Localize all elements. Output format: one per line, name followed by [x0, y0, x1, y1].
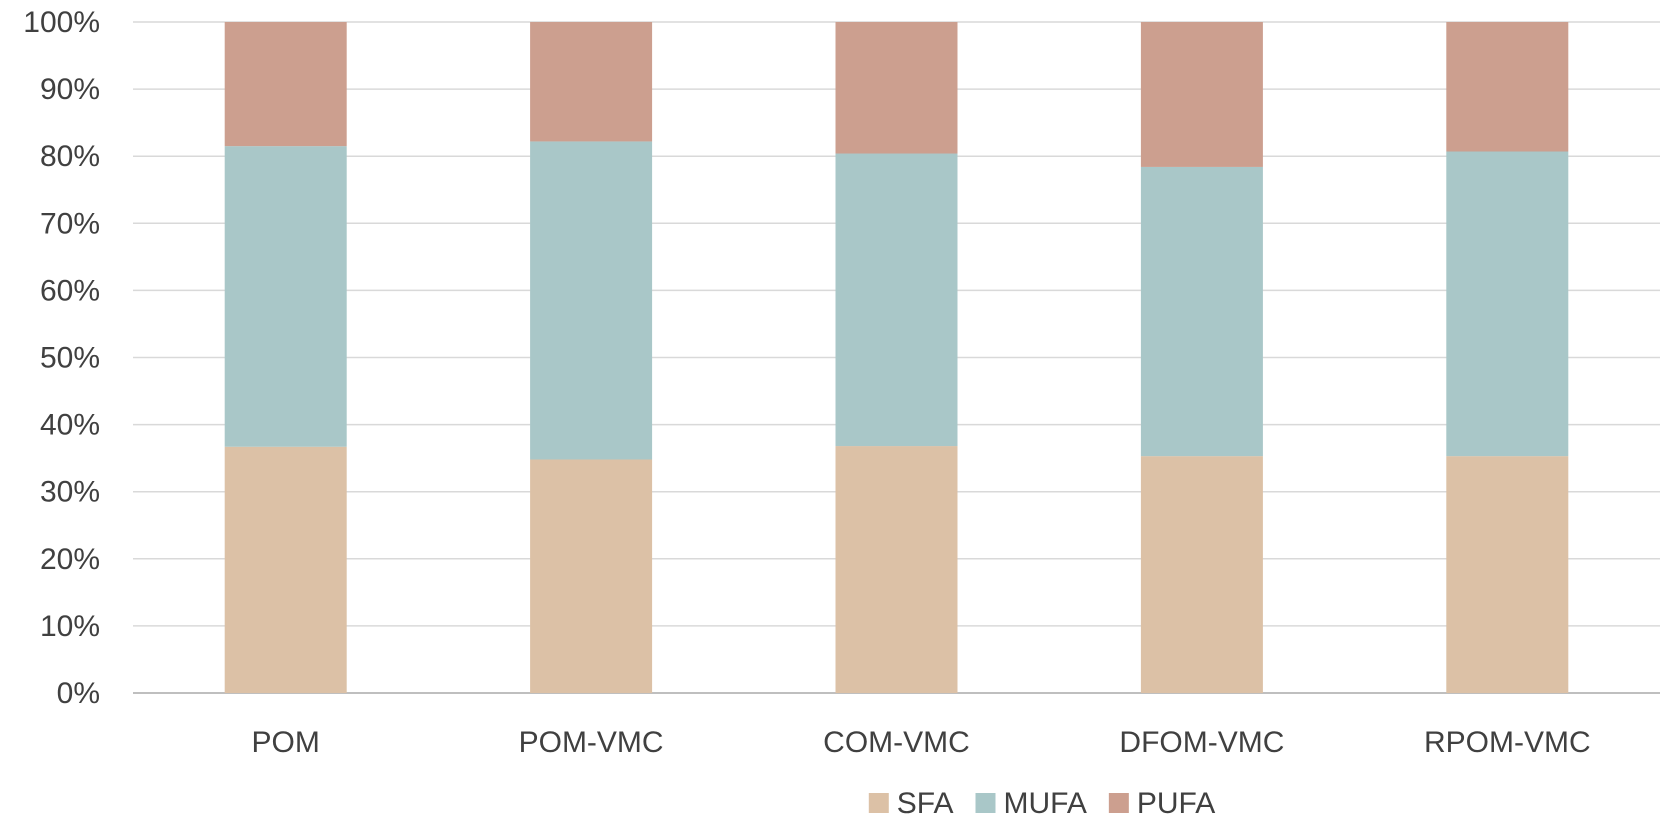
y-tick-label: 70% [40, 207, 100, 240]
y-tick-label: 100% [23, 6, 100, 39]
legend-item: PUFA [1108, 787, 1215, 820]
legend-swatch [868, 793, 889, 813]
legend-item: SFA [868, 787, 954, 820]
y-tick-label: 20% [40, 543, 100, 576]
y-tick-label: 10% [40, 610, 100, 643]
bar-mufa-rpom-vmc [1446, 151, 1569, 457]
bar-sfa-dfom-vmc [1140, 456, 1263, 693]
x-axis-categories: POM POM-VMC COM-VMC DFOM-VMC RPOM-VMC [252, 726, 1591, 759]
x-category-label: POM [252, 726, 320, 759]
y-tick-label: 90% [40, 73, 100, 106]
bar-pufa-dfom-vmc [1140, 22, 1263, 167]
x-category-label: COM-VMC [823, 726, 970, 759]
bar-sfa-pom-vmc [530, 459, 653, 693]
y-tick-label: 30% [40, 476, 100, 509]
bars [224, 22, 1569, 693]
bar-mufa-com-vmc [835, 153, 958, 447]
bar-mufa-pom-vmc [530, 141, 653, 460]
x-category-label: RPOM-VMC [1424, 726, 1591, 759]
legend: SFA MUFA PUFA [868, 787, 1215, 820]
bar-pufa-com-vmc [835, 22, 958, 154]
bar-pufa-pom-vmc [530, 22, 653, 142]
legend-label: SFA [897, 787, 954, 820]
y-tick-label: 60% [40, 274, 100, 307]
legend-label: MUFA [1004, 787, 1087, 820]
y-tick-label: 80% [40, 140, 100, 173]
bar-mufa-pom [224, 146, 347, 447]
y-tick-label: 50% [40, 342, 100, 375]
bar-sfa-com-vmc [835, 446, 958, 693]
bar-sfa-rpom-vmc [1446, 456, 1569, 693]
legend-swatch [975, 793, 996, 813]
bar-sfa-pom [224, 446, 347, 693]
y-tick-label: 0% [57, 677, 100, 710]
x-category-label: POM-VMC [519, 726, 664, 759]
bar-pufa-rpom-vmc [1446, 22, 1569, 152]
legend-swatch [1108, 793, 1129, 813]
bar-mufa-dfom-vmc [1140, 166, 1263, 457]
legend-label: PUFA [1137, 787, 1215, 820]
x-category-label: DFOM-VMC [1119, 726, 1284, 759]
legend-item: MUFA [975, 787, 1087, 820]
bar-pufa-pom [224, 22, 347, 147]
y-axis-ticks: 0% 10% 20% 30% 40% 50% 60% 70% 80% 90% 100% [23, 6, 100, 710]
y-tick-label: 40% [40, 409, 100, 442]
